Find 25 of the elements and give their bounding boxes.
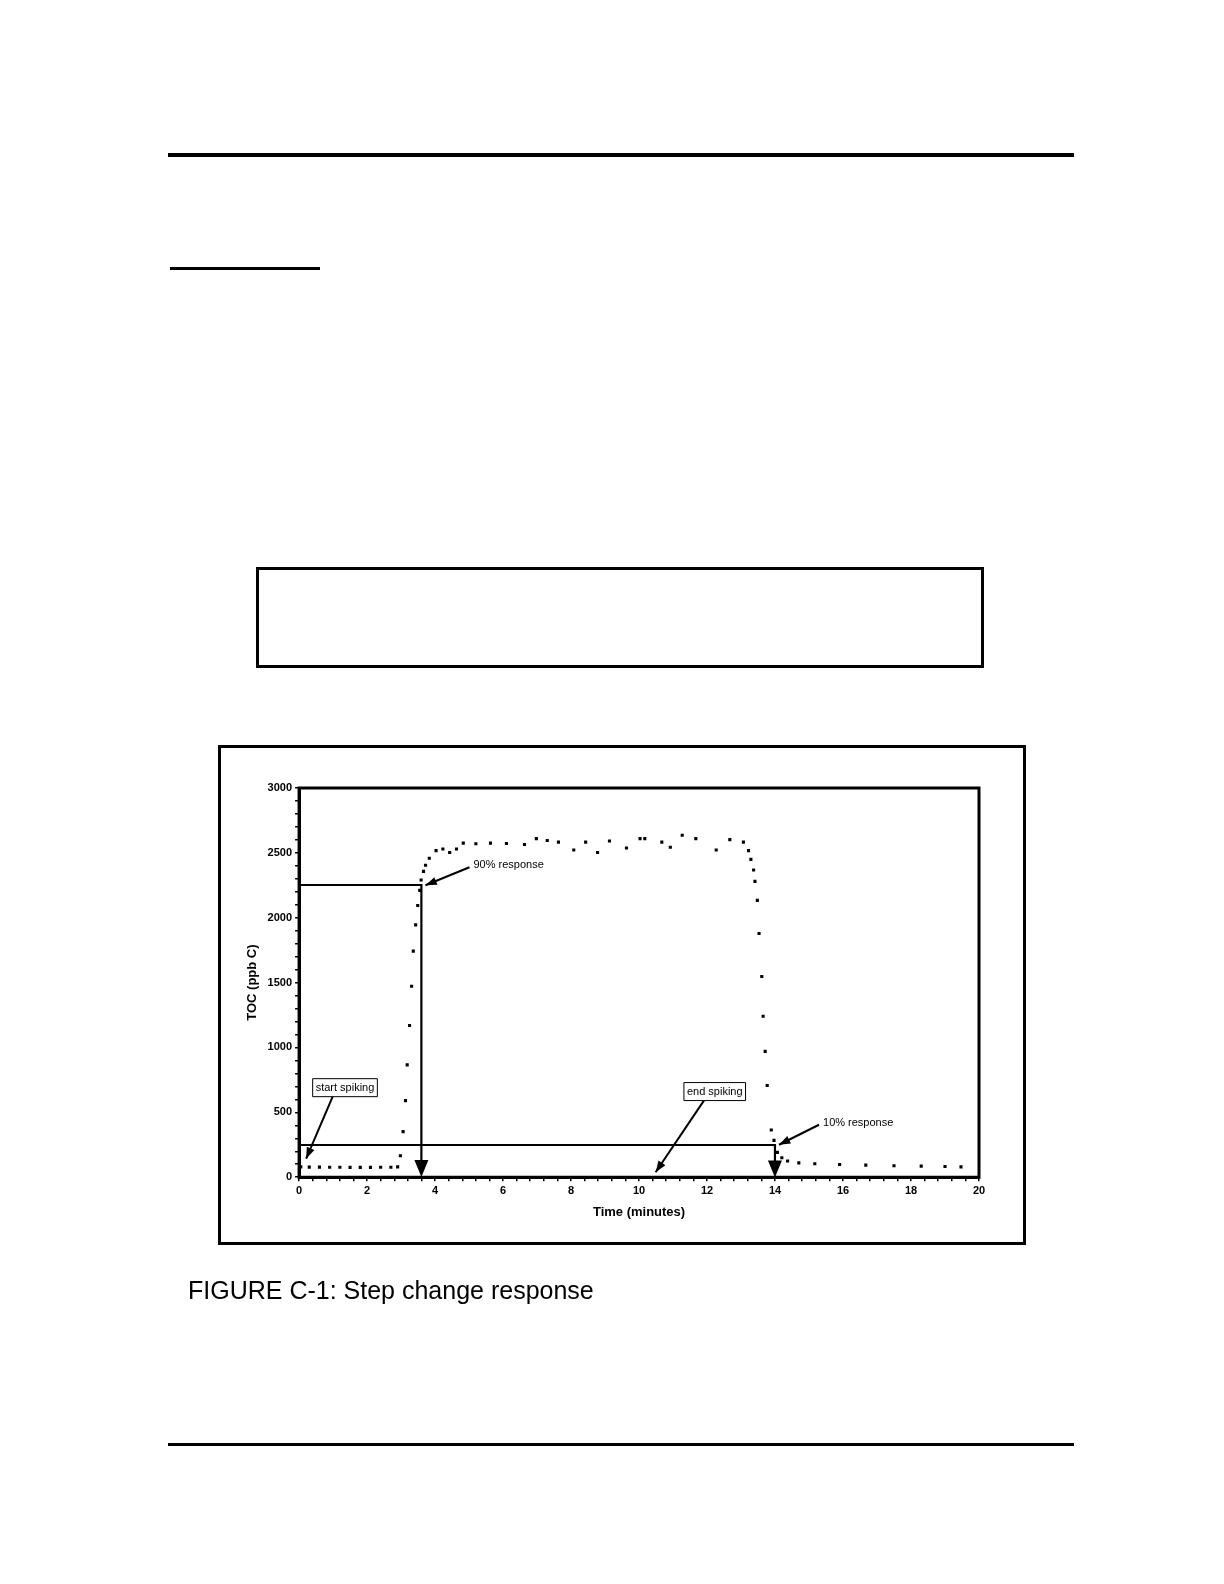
x-tick-label: 10 xyxy=(632,1183,646,1196)
text: FIGURE C-1: Step change response xyxy=(188,1276,595,1305)
x-tick-label: 20 xyxy=(972,1183,986,1196)
x-axis-title: Time (minutes) xyxy=(592,1203,686,1219)
y-tick-label: 2500 xyxy=(267,845,293,858)
x-tick-label: 12 xyxy=(700,1183,714,1196)
y-tick-label: 1500 xyxy=(267,975,293,988)
x-tick-label: 4 xyxy=(431,1183,439,1196)
annotation: 90% response xyxy=(473,858,544,871)
annotation: 10% response xyxy=(823,1115,894,1128)
x-tick-label: 8 xyxy=(567,1183,575,1196)
y-tick-label: 2000 xyxy=(267,910,293,923)
x-tick-label: 0 xyxy=(296,1183,303,1196)
y-tick-label: 1000 xyxy=(267,1040,293,1053)
x-tick-label: 14 xyxy=(768,1183,783,1196)
annotation: start spiking xyxy=(315,1080,375,1093)
y-tick-label: 500 xyxy=(273,1105,293,1118)
y-tick-label: 3000 xyxy=(267,781,293,794)
x-tick-label: 6 xyxy=(499,1183,507,1196)
annotation: end spiking xyxy=(686,1084,743,1097)
x-tick-label: 18 xyxy=(904,1183,918,1196)
x-tick-label: 2 xyxy=(364,1183,371,1196)
y-axis-title: TOC (ppb C) xyxy=(244,944,260,1021)
x-tick-label: 16 xyxy=(836,1183,850,1196)
y-tick-label: 0 xyxy=(285,1170,293,1183)
